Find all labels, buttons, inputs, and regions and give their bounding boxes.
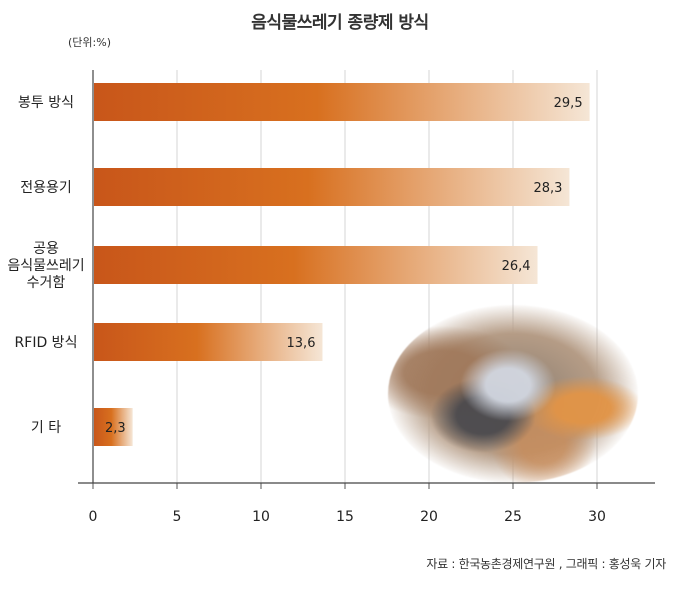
bar-value-label: 26,4 xyxy=(502,259,531,274)
bar-value-label: 28,3 xyxy=(533,181,562,196)
x-tick-label: 10 xyxy=(252,509,270,525)
category-label: 기 타 xyxy=(31,420,61,436)
bar xyxy=(94,168,570,206)
bar xyxy=(94,323,323,361)
x-tick-label: 0 xyxy=(89,509,98,525)
x-tick-label: 25 xyxy=(504,509,522,525)
category-label: RFID 방식 xyxy=(15,335,78,351)
x-tick-label: 5 xyxy=(173,509,182,525)
food-waste-bag-photo xyxy=(388,305,638,483)
x-tick-label: 20 xyxy=(420,509,438,525)
source-credit: 자료 : 한국농촌경제연구원 , 그래픽 : 홍성욱 기자 xyxy=(426,557,666,571)
bar-value-label: 2,3 xyxy=(105,421,126,436)
x-tick-label: 30 xyxy=(588,509,606,525)
category-label: 전용용기 xyxy=(20,180,72,196)
bar xyxy=(94,83,590,121)
unit-label: (단위:%) xyxy=(68,36,111,49)
bar xyxy=(94,246,538,284)
bar-value-label: 29,5 xyxy=(554,96,583,111)
category-label: 공용 음식물쓰레기 수거함 xyxy=(7,241,84,291)
x-tick-label: 15 xyxy=(336,509,354,525)
category-label: 봉투 방식 xyxy=(18,95,74,111)
bar xyxy=(94,408,133,446)
chart-title: 음식물쓰레기 종량제 방식 xyxy=(251,13,429,33)
bar-value-label: 13,6 xyxy=(287,336,316,351)
